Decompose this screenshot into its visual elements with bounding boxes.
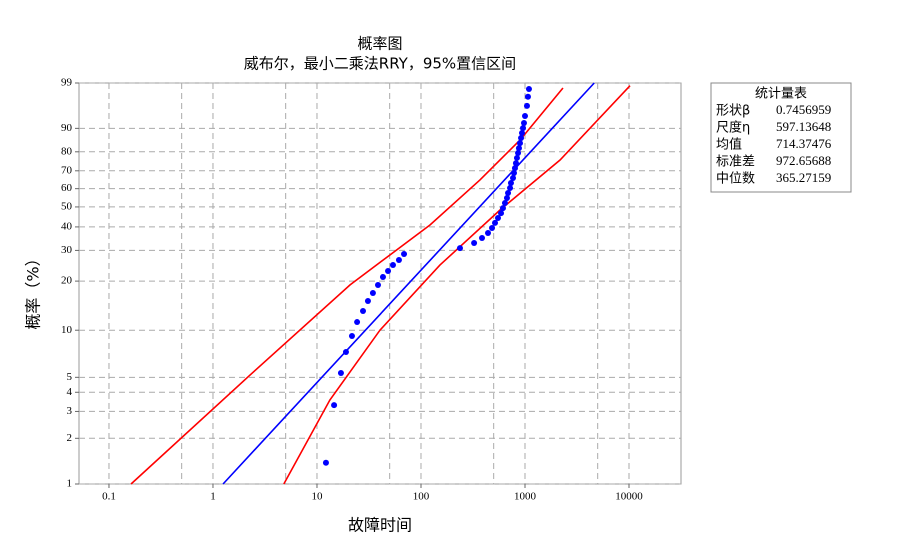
data-point	[364, 298, 371, 305]
data-point	[516, 140, 523, 147]
data-point	[498, 210, 505, 217]
stats-label: 均值	[716, 137, 742, 153]
y-tick-label: 60	[61, 182, 73, 194]
data-point	[510, 174, 517, 181]
y-tick-label: 40	[61, 220, 73, 232]
data-point	[518, 134, 525, 141]
stats-label: 中位数	[716, 172, 755, 187]
stats-label: 尺度η	[716, 120, 750, 136]
x-tick-label: 10000	[615, 491, 643, 503]
data-point	[360, 307, 367, 314]
stats-label: 标准差	[716, 155, 755, 170]
data-point	[337, 370, 344, 377]
data-point	[471, 239, 478, 246]
data-point	[507, 179, 514, 186]
fit-line	[222, 82, 595, 485]
x-tick-label: 100	[413, 491, 430, 503]
data-point	[520, 119, 527, 126]
data-point	[524, 93, 531, 100]
data-point	[501, 200, 508, 207]
chart-subtitle: 威布尔，最小二乘法RRY，95%置信区间	[244, 55, 516, 73]
data-point	[499, 205, 506, 212]
data-point	[369, 290, 376, 297]
y-tick-label: 99	[61, 77, 73, 89]
data-point	[512, 160, 519, 167]
y-tick-label: 4	[67, 386, 73, 398]
y-tick-label: 20	[61, 275, 73, 287]
y-tick-label: 70	[61, 164, 73, 176]
data-point	[515, 145, 522, 152]
data-point	[456, 245, 463, 252]
fit-line	[283, 85, 631, 485]
y-tick-label: 2	[67, 432, 73, 444]
stats-label: 形状β	[716, 104, 750, 119]
chart-title: 概率图	[357, 35, 402, 53]
data-point	[354, 319, 361, 326]
data-point	[523, 102, 530, 109]
x-tick-label: 10	[311, 491, 323, 503]
data-point	[478, 234, 485, 241]
y-tick-label: 3	[67, 405, 73, 417]
fit-line	[130, 87, 564, 485]
data-point	[521, 113, 528, 120]
stats-box	[710, 82, 852, 193]
data-point	[511, 165, 518, 172]
y-tick-label: 80	[61, 145, 73, 157]
data-point	[322, 459, 329, 466]
data-point	[374, 281, 381, 288]
data-point	[485, 230, 492, 237]
data-point	[520, 125, 527, 132]
stats-value: 972.65688	[776, 153, 831, 168]
y-tick-label: 50	[61, 200, 73, 212]
x-tick-label: 1	[210, 491, 216, 503]
data-point	[503, 195, 510, 202]
stats-value: 0.7456959	[776, 102, 831, 117]
data-point	[401, 251, 408, 258]
y-tick-label: 10	[61, 324, 73, 336]
y-tick-label: 1	[67, 478, 73, 490]
stats-value: 714.37476	[776, 136, 832, 151]
data-point	[348, 333, 355, 340]
data-point	[511, 169, 518, 176]
data-point	[507, 184, 514, 191]
stats-title: 统计量表	[755, 87, 807, 102]
data-point	[494, 215, 501, 222]
x-tick-label: 0.1	[102, 491, 116, 503]
data-point	[513, 154, 520, 161]
data-point	[331, 402, 338, 409]
y-tick-label: 5	[67, 371, 73, 383]
data-point	[342, 348, 349, 355]
data-point	[489, 224, 496, 231]
data-point	[505, 189, 512, 196]
stats-value: 597.13648	[776, 119, 831, 134]
stats-value: 365.27159	[776, 170, 831, 185]
x-tick-label: 1000	[514, 491, 537, 503]
y-axis-label: 概率（%）	[24, 250, 43, 329]
data-point	[519, 129, 526, 136]
data-point	[389, 261, 396, 268]
y-tick-label: 30	[61, 244, 73, 256]
data-point	[395, 256, 402, 263]
data-point	[492, 219, 499, 226]
data-point	[515, 150, 522, 157]
data-point	[525, 86, 532, 93]
data-point	[379, 273, 386, 280]
x-axis-label: 故障时间	[348, 516, 412, 535]
y-tick-label: 90	[61, 122, 73, 134]
data-point	[385, 267, 392, 274]
